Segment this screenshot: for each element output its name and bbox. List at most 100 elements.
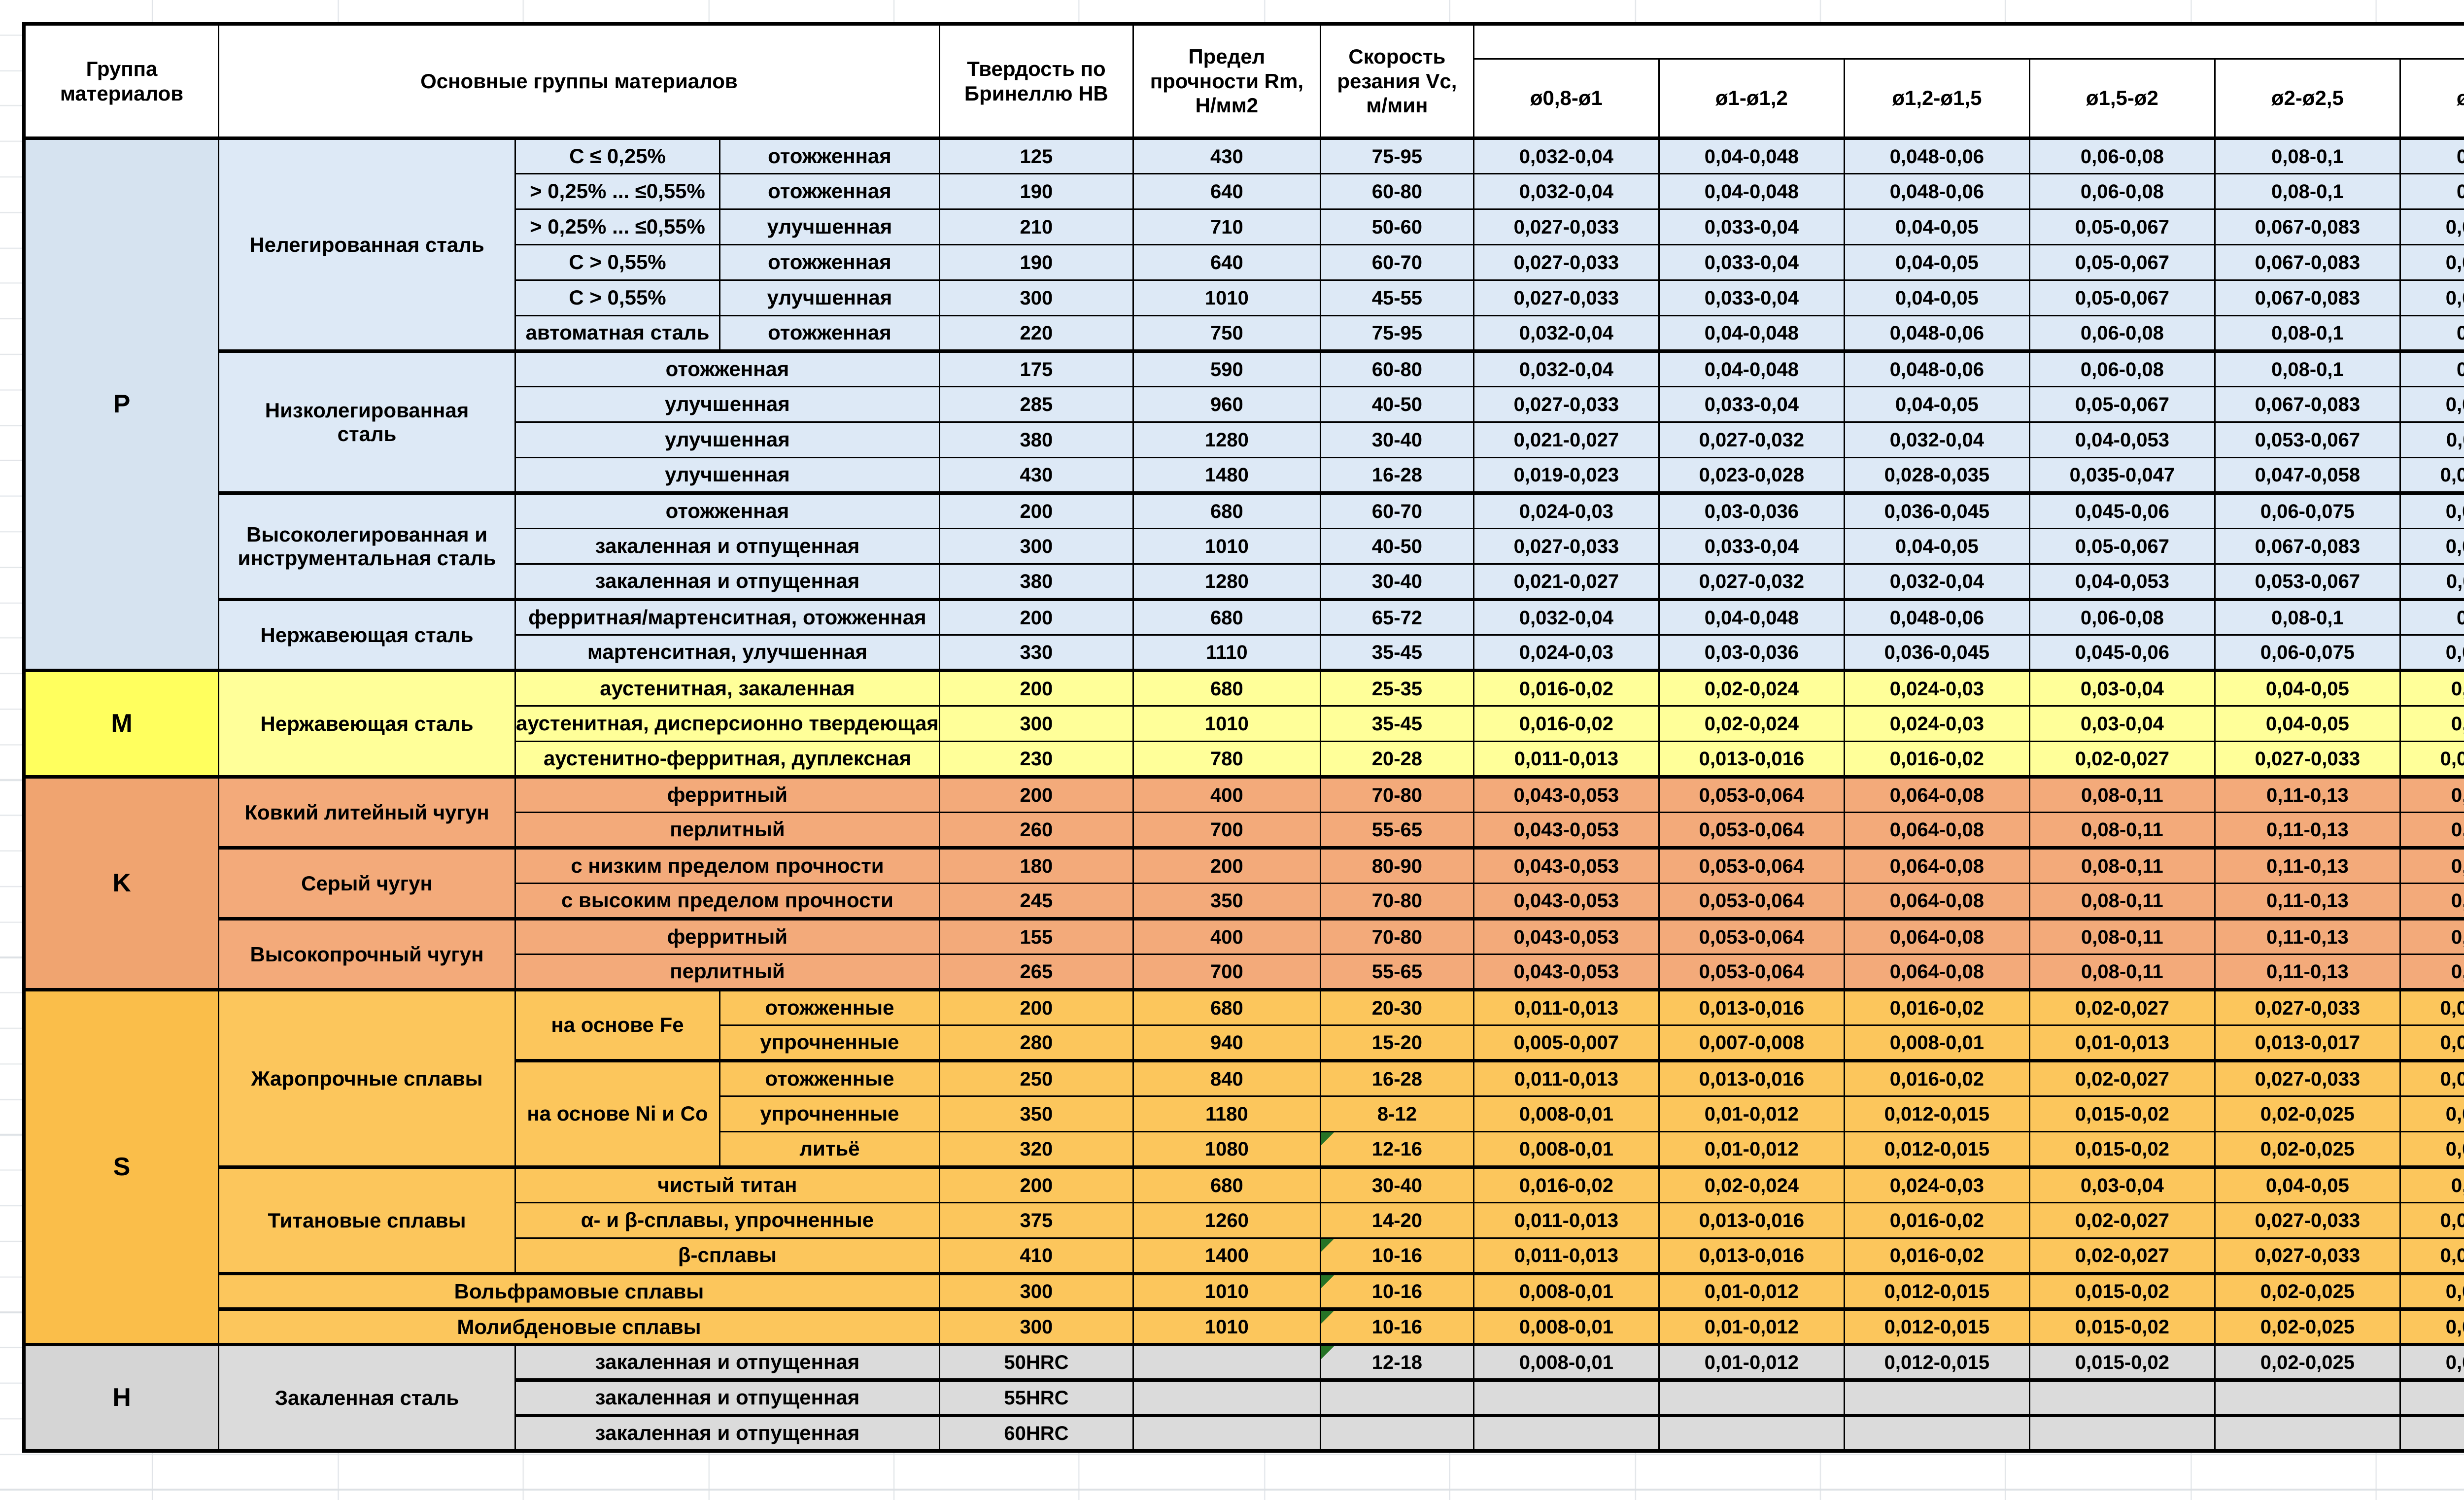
feed-value-cell[interactable]: 0,033-0,04 <box>1658 528 1845 565</box>
material-condition-cell[interactable]: аустенитная, дисперсионно твердеющая <box>514 705 940 742</box>
value-cell[interactable]: 680 <box>1132 988 1321 1026</box>
feed-value-cell[interactable]: 0,011-0,013 <box>1472 1237 1660 1274</box>
value-cell[interactable]: 180 <box>938 846 1134 884</box>
feed-value-cell[interactable]: 0,13-0,21 <box>2399 954 2464 990</box>
value-cell[interactable]: 75-95 <box>1319 136 1474 174</box>
feed-value-cell[interactable]: 0,025-0,04 <box>2399 1131 2464 1168</box>
feed-value-cell[interactable]: 0,032-0,04 <box>1472 315 1660 352</box>
value-cell[interactable]: 1080 <box>1132 1131 1321 1168</box>
material-condition-cell[interactable]: автоматная сталь <box>514 315 721 352</box>
feed-value-cell[interactable]: 0,08-0,11 <box>2028 917 2216 955</box>
value-cell[interactable]: 1010 <box>1132 528 1321 565</box>
value-cell[interactable]: 60-80 <box>1319 173 1474 210</box>
header-feed-fn[interactable]: Подача Fn, мм/об <box>1472 23 2464 60</box>
feed-value-cell[interactable]: 0,016-0,02 <box>1843 1237 2030 1274</box>
feed-value-cell[interactable]: 0,053-0,064 <box>1658 846 1845 884</box>
value-cell[interactable]: 430 <box>938 457 1134 494</box>
feed-value-cell[interactable]: 0,02-0,025 <box>2214 1131 2401 1168</box>
feed-value-cell[interactable]: 0,1-0,16 <box>2399 315 2464 352</box>
value-cell[interactable]: 190 <box>938 244 1134 281</box>
feed-value-cell[interactable]: 0,036-0,045 <box>1843 491 2030 529</box>
value-cell[interactable]: 350 <box>938 1095 1134 1132</box>
value-cell[interactable]: 375 <box>938 1202 1134 1239</box>
feed-value-cell[interactable]: 0,053-0,064 <box>1658 883 1845 920</box>
value-cell[interactable]: 40-50 <box>1319 386 1474 423</box>
value-cell[interactable]: 700 <box>1132 954 1321 990</box>
material-condition-cell[interactable]: улучшенная <box>719 279 940 316</box>
feed-value-cell[interactable]: 0,04-0,053 <box>2028 563 2216 600</box>
feed-value-cell[interactable]: 0,043-0,053 <box>1472 883 1660 920</box>
value-cell[interactable]: 1110 <box>1132 634 1321 671</box>
material-condition-cell[interactable]: упрочненные <box>719 1095 940 1132</box>
value-cell[interactable]: 280 <box>938 1024 1134 1061</box>
value-cell[interactable]: 260 <box>938 812 1134 849</box>
material-condition-cell[interactable]: аустенитно-ферритная, дуплексная <box>514 741 940 778</box>
feed-value-cell[interactable]: 0,08-0,11 <box>2028 846 2216 884</box>
feed-value-cell[interactable]: 0,015-0,02 <box>2028 1095 2216 1132</box>
feed-value-cell[interactable] <box>2399 1414 2464 1452</box>
feed-value-cell[interactable]: 0,04-0,05 <box>2214 1165 2401 1203</box>
feed-value-cell[interactable]: 0,017-0,027 <box>2399 1024 2464 1061</box>
value-cell[interactable]: 1010 <box>1132 1307 1321 1345</box>
feed-value-cell[interactable]: 0,027-0,033 <box>1472 244 1660 281</box>
material-condition-cell[interactable]: улучшенная <box>719 208 940 245</box>
value-cell[interactable]: 35-45 <box>1319 634 1474 671</box>
feed-value-cell[interactable]: 0,027-0,033 <box>2214 988 2401 1026</box>
feed-value-cell[interactable]: 0,01-0,012 <box>1658 1131 1845 1168</box>
feed-value-cell[interactable]: 0,064-0,08 <box>1843 954 2030 990</box>
value-cell[interactable]: 35-45 <box>1319 705 1474 742</box>
feed-value-cell[interactable]: 0,011-0,013 <box>1472 1202 1660 1239</box>
feed-value-cell[interactable]: 0,08-0,1 <box>2214 136 2401 174</box>
value-cell[interactable]: 16-28 <box>1319 457 1474 494</box>
material-condition-cell[interactable]: отожженные <box>719 988 940 1026</box>
material-condition-cell[interactable]: отожженная <box>514 491 940 529</box>
feed-value-cell[interactable]: 0,011-0,013 <box>1472 741 1660 778</box>
header-dia-0[interactable]: ø0,8-ø1 <box>1472 58 1660 139</box>
feed-value-cell[interactable]: 0,02-0,024 <box>1658 705 1845 742</box>
feed-value-cell[interactable]: 0,05-0,067 <box>2028 386 2216 423</box>
feed-value-cell[interactable]: 0,008-0,01 <box>1843 1024 2030 1061</box>
feed-value-cell[interactable]: 0,064-0,08 <box>1843 775 2030 813</box>
feed-value-cell[interactable]: 0,067-0,11 <box>2399 563 2464 600</box>
material-condition-cell[interactable]: закаленная и отпущенная <box>514 1378 940 1416</box>
feed-value-cell[interactable]: 0,04-0,05 <box>1843 208 2030 245</box>
material-condition-cell[interactable]: чистый титан <box>514 1165 940 1203</box>
value-cell[interactable]: 16-28 <box>1319 1059 1474 1097</box>
feed-value-cell[interactable]: 0,04-0,05 <box>1843 386 2030 423</box>
value-cell[interactable]: 60-80 <box>1319 349 1474 387</box>
material-group-cell[interactable]: Низколегированная сталь <box>218 349 516 494</box>
feed-value-cell[interactable]: 0,012-0,015 <box>1843 1131 2030 1168</box>
feed-value-cell[interactable]: 0,027-0,033 <box>2214 1059 2401 1097</box>
feed-value-cell[interactable]: 0,03-0,036 <box>1658 634 1845 671</box>
feed-value-cell[interactable]: 0,064-0,08 <box>1843 846 2030 884</box>
feed-value-cell[interactable]: 0,08-0,1 <box>2214 173 2401 210</box>
value-cell[interactable]: 230 <box>938 741 1134 778</box>
header-hardness-hb[interactable]: Твердость по Бринеллю HB <box>938 23 1134 139</box>
value-cell[interactable]: 1010 <box>1132 279 1321 316</box>
value-cell[interactable]: 10-16 <box>1319 1237 1474 1274</box>
material-group-cell[interactable]: Титановые сплавы <box>218 1165 516 1274</box>
feed-value-cell[interactable]: 0,05-0,08 <box>2399 1165 2464 1203</box>
feed-value-cell[interactable]: 0,04-0,048 <box>1658 136 1845 174</box>
feed-value-cell[interactable]: 0,11-0,13 <box>2214 917 2401 955</box>
feed-value-cell[interactable]: 0,075-0,12 <box>2399 491 2464 529</box>
material-condition-cell[interactable]: улучшенная <box>514 421 940 458</box>
value-cell[interactable]: 190 <box>938 173 1134 210</box>
value-cell[interactable]: 60HRC <box>938 1414 1134 1452</box>
material-condition-cell[interactable]: отожженная <box>719 173 940 210</box>
feed-value-cell[interactable] <box>1472 1378 1660 1416</box>
material-condition-cell[interactable]: закаленная и отпущенная <box>514 563 940 600</box>
value-cell[interactable]: 300 <box>938 279 1134 316</box>
feed-value-cell[interactable]: 0,08-0,1 <box>2214 598 2401 636</box>
feed-value-cell[interactable]: 0,083-0,13 <box>2399 279 2464 316</box>
value-cell[interactable]: 200 <box>938 598 1134 636</box>
material-condition-cell[interactable]: перлитный <box>514 812 940 849</box>
material-condition-cell[interactable]: с высоким пределом прочности <box>514 883 940 920</box>
feed-value-cell[interactable]: 0,027-0,032 <box>1658 421 1845 458</box>
feed-value-cell[interactable]: 0,012-0,015 <box>1843 1272 2030 1310</box>
feed-value-cell[interactable]: 0,008-0,01 <box>1472 1095 1660 1132</box>
feed-value-cell[interactable]: 0,1-0,16 <box>2399 136 2464 174</box>
material-condition-cell[interactable]: с низким пределом прочности <box>514 846 940 884</box>
feed-value-cell[interactable]: 0,013-0,016 <box>1658 1059 1845 1097</box>
feed-value-cell[interactable]: 0,015-0,02 <box>2028 1343 2216 1381</box>
